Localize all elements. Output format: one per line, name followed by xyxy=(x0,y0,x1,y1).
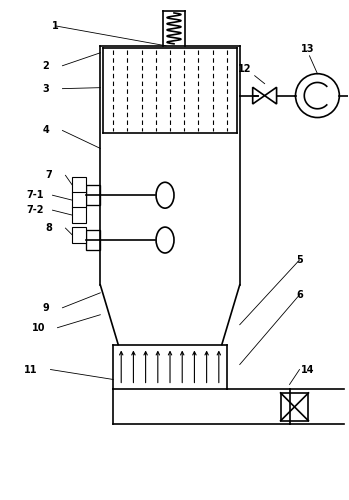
Text: 7-1: 7-1 xyxy=(27,190,44,200)
Bar xyxy=(281,393,309,421)
Text: 7: 7 xyxy=(45,170,52,180)
Text: 13: 13 xyxy=(301,44,314,54)
Text: 5: 5 xyxy=(296,255,303,265)
Bar xyxy=(72,192,86,208)
Text: 9: 9 xyxy=(42,303,49,313)
Ellipse shape xyxy=(156,182,174,208)
Bar xyxy=(72,178,86,193)
Bar xyxy=(72,207,86,223)
Text: 14: 14 xyxy=(301,364,314,374)
Text: 2: 2 xyxy=(42,60,49,70)
Text: 3: 3 xyxy=(42,84,49,94)
Text: 12: 12 xyxy=(238,64,252,74)
Text: 10: 10 xyxy=(32,322,45,332)
Text: 6: 6 xyxy=(296,290,303,300)
Bar xyxy=(86,186,100,205)
Text: 8: 8 xyxy=(45,223,52,233)
Bar xyxy=(86,230,100,250)
Bar xyxy=(72,227,86,243)
Text: 7-2: 7-2 xyxy=(27,205,44,215)
Text: 11: 11 xyxy=(24,364,37,374)
Text: 4: 4 xyxy=(42,126,49,136)
Text: 1: 1 xyxy=(52,21,59,31)
Ellipse shape xyxy=(156,227,174,253)
